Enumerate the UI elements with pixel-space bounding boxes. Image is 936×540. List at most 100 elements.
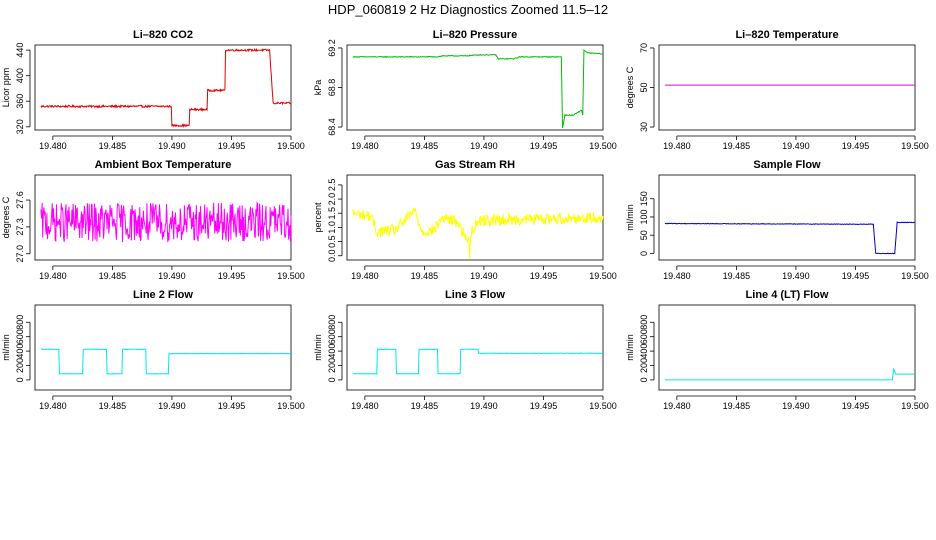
plot-frame [658,304,916,391]
x-tick-label: 19.500 [589,271,617,281]
y-tick-label: 360 [15,94,25,109]
y-axis-label: ml/min [313,334,323,361]
chart-title: Li–820 CO2 [133,29,193,41]
plot-frame [346,174,604,261]
series-line [352,207,604,259]
x-tick-label: 19.495 [842,271,870,281]
x-tick-label: 19.485 [723,401,751,411]
y-tick-label: 600 [327,329,337,344]
y-tick-label: 68.4 [327,118,337,136]
y-axis-label: Licor ppm [1,68,11,108]
x-tick-label: 19.495 [218,141,246,151]
chart-panel-4: Ambient Box Temperature 19.480 19.485 19.49… [1,159,305,281]
x-tick-label: 19.480 [39,271,67,281]
x-tick-label: 19.495 [842,401,870,411]
y-axis-label: ml/min [1,334,11,361]
x-tick-label: 19.480 [663,401,691,411]
x-tick-label: 19.500 [901,141,929,151]
chart-panel-7: Line 2 Flow 19.480 19.485 19.490 19.495 19.50… [1,289,305,411]
y-tick-label: 0.0 [327,249,337,262]
x-tick-label: 19.495 [218,401,246,411]
x-tick-label: 19.495 [530,401,558,411]
y-tick-label: 800 [327,315,337,330]
chart-panel-2: Li–820 Pressure 19.480 19.485 19.490 19.495 1… [313,29,617,151]
x-tick-label: 19.495 [218,271,246,281]
y-tick-label: 600 [15,329,25,344]
chart-title: Gas Stream RH [435,159,515,171]
x-tick-label: 19.500 [901,271,929,281]
plot-frame [346,304,604,391]
y-tick-label: 0 [639,377,649,382]
y-tick-label: 600 [639,329,649,344]
x-tick-label: 19.495 [530,271,558,281]
x-tick-label: 19.485 [411,401,439,411]
x-tick-label: 19.480 [663,141,691,151]
y-tick-label: 2.0 [327,193,337,206]
chart-title: Line 4 (LT) Flow [746,289,829,301]
y-tick-label: 100 [639,209,649,224]
x-tick-label: 19.500 [901,401,929,411]
y-tick-label: 400 [327,344,337,359]
y-tick-label: 0 [639,251,649,256]
y-axis-label: kPa [313,80,323,96]
x-tick-label: 19.490 [782,141,810,151]
chart-panel-3: Li–820 Temperature 19.480 19.485 19.490 19.4… [625,29,929,151]
y-tick-label: 50 [639,230,649,240]
x-tick-label: 19.480 [39,141,67,151]
x-tick-label: 19.485 [99,401,127,411]
y-tick-label: 30 [639,122,649,132]
series-line [664,221,916,255]
x-tick-label: 19.490 [158,401,186,411]
x-tick-label: 19.490 [470,401,498,411]
y-axis-label: degrees C [1,196,11,238]
y-tick-label: 200 [327,358,337,373]
x-tick-label: 19.490 [158,141,186,151]
series-line [40,201,292,243]
x-tick-label: 19.485 [411,271,439,281]
y-tick-label: 1.0 [327,221,337,234]
x-tick-label: 19.485 [99,271,127,281]
series-line [352,348,604,375]
y-axis-label: degrees C [625,66,635,108]
series-line [664,367,915,381]
y-tick-label: 2.5 [327,179,337,192]
y-tick-label: 68.8 [327,79,337,97]
x-tick-label: 19.490 [782,401,810,411]
plot-frame [346,44,604,131]
chart-panel-6: Sample Flow 19.480 19.485 19.490 19.495 19.50… [625,159,929,281]
chart-title: Ambient Box Temperature [95,159,232,171]
plot-frame [34,44,292,131]
x-tick-label: 19.485 [99,141,127,151]
x-tick-label: 19.490 [470,141,498,151]
x-tick-label: 19.485 [723,141,751,151]
y-axis-label: ml/min [625,334,635,361]
y-tick-label: 320 [15,119,25,134]
panels: Li–820 CO2 19.480 19.485 19.490 19.495 19.500… [1,29,929,411]
y-tick-label: 440 [15,43,25,58]
chart-panel-9: Line 4 (LT) Flow 19.480 19.485 19.490 19.495… [625,289,929,411]
x-tick-label: 19.500 [277,271,305,281]
x-tick-label: 19.500 [589,141,617,151]
y-tick-label: 200 [639,358,649,373]
x-tick-label: 19.490 [782,271,810,281]
x-tick-label: 19.480 [351,401,379,411]
y-tick-label: 200 [15,358,25,373]
y-tick-label: 27.6 [15,191,25,209]
x-tick-label: 19.500 [277,401,305,411]
y-tick-label: 27.0 [15,245,25,263]
x-tick-label: 19.490 [470,271,498,281]
chart-title: Line 3 Flow [445,289,505,301]
x-tick-label: 19.500 [589,401,617,411]
y-tick-label: 400 [639,344,649,359]
x-tick-label: 19.495 [530,141,558,151]
x-tick-label: 19.480 [351,271,379,281]
chart-panel-1: Li–820 CO2 19.480 19.485 19.490 19.495 19.500… [1,29,305,151]
y-tick-label: 400 [15,68,25,83]
plot-frame [34,304,292,391]
series-line [40,348,292,375]
y-tick-label: 69.2 [327,39,337,57]
y-tick-label: 150 [639,191,649,206]
y-tick-label: 800 [639,315,649,330]
y-tick-label: 0 [327,377,337,382]
